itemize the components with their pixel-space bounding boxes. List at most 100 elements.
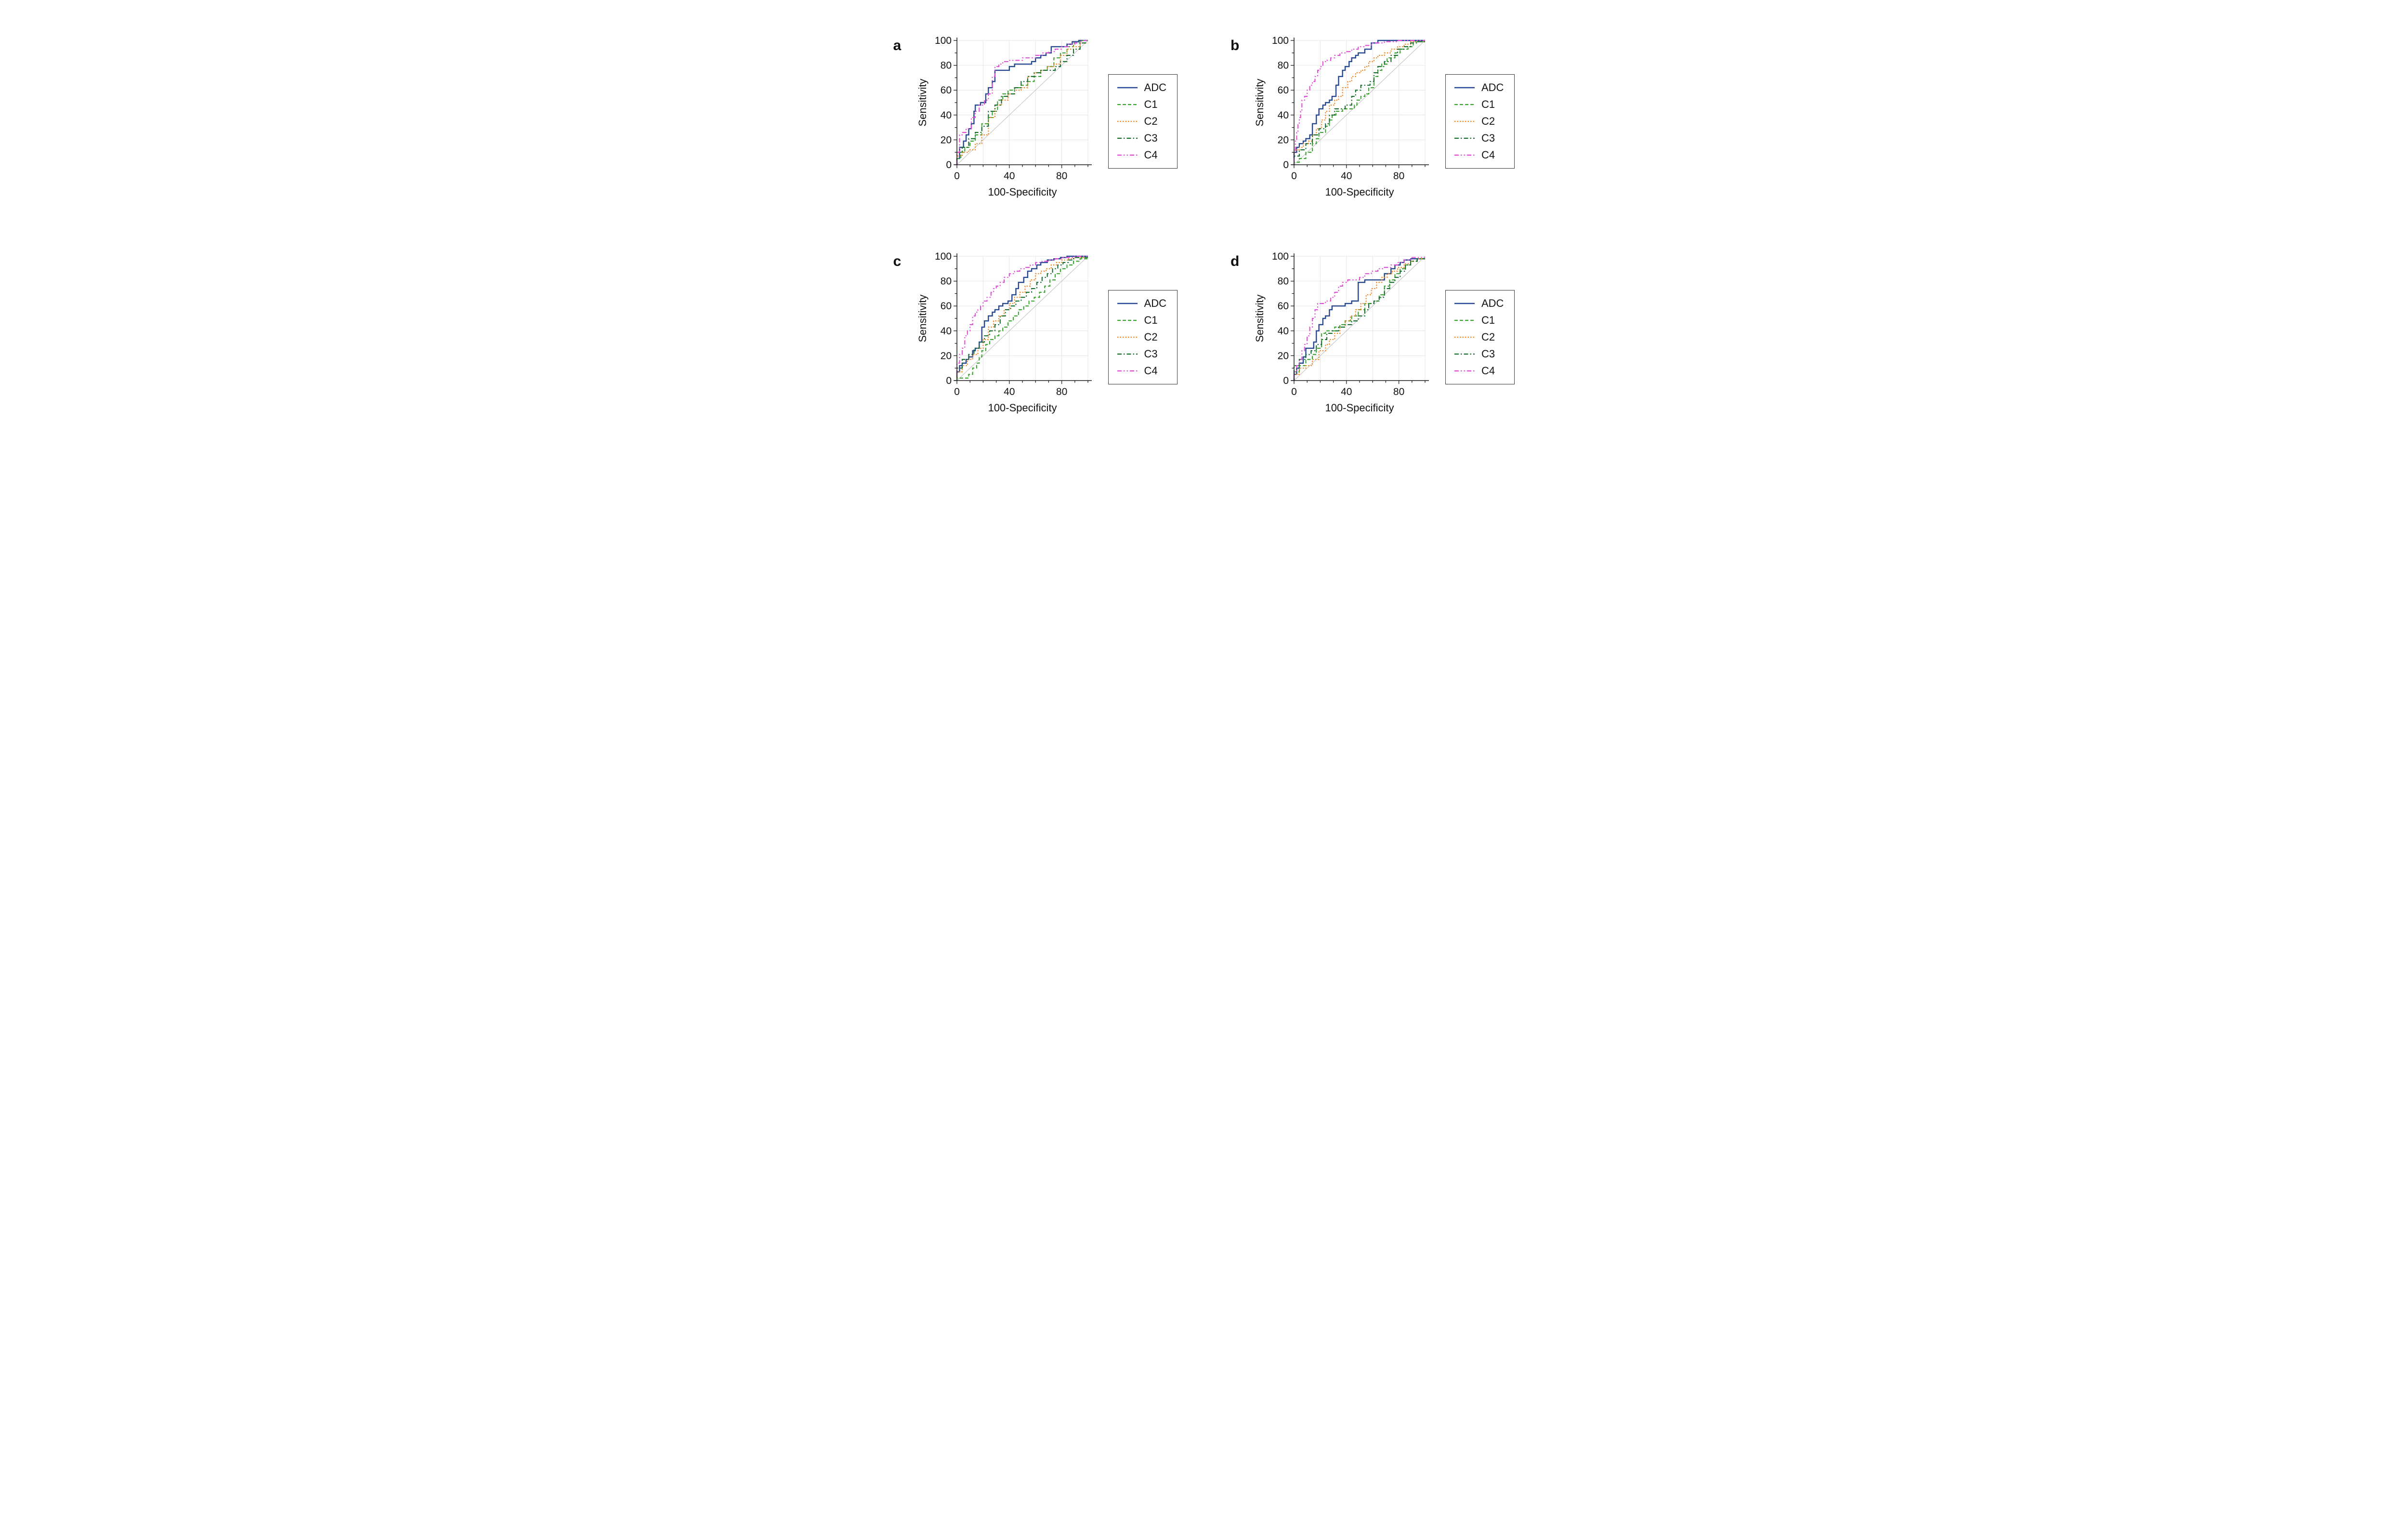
roc-curve-C4 bbox=[1293, 257, 1425, 378]
roc-curve-ADC bbox=[956, 255, 1088, 378]
y-tick-label: 80 bbox=[1278, 276, 1289, 287]
legend-line-sample-ADC bbox=[1117, 303, 1138, 304]
legend-label-C4: C4 bbox=[1481, 365, 1495, 377]
legend-label-C4: C4 bbox=[1144, 365, 1158, 377]
legend-line-sample-C4 bbox=[1454, 370, 1475, 372]
y-tick-label: 40 bbox=[1278, 326, 1289, 337]
roc-curve-C4 bbox=[956, 40, 1088, 165]
axes bbox=[953, 38, 1092, 168]
axes bbox=[1291, 253, 1429, 384]
legend-line-sample-C1 bbox=[1117, 104, 1138, 105]
x-axis-label: 100-Specificity bbox=[1325, 186, 1394, 198]
legend-line-sample-C2 bbox=[1117, 120, 1138, 122]
roc-curve-C2 bbox=[956, 42, 1088, 159]
legend-label-C4: C4 bbox=[1481, 149, 1495, 161]
legend-item-C1: C1 bbox=[1453, 314, 1504, 327]
x-tick-label: 40 bbox=[1004, 386, 1015, 397]
y-tick-label: 100 bbox=[935, 35, 952, 46]
y-tick-label: 60 bbox=[940, 301, 951, 312]
roc-curve-C2 bbox=[1293, 258, 1425, 378]
roc-curve-C4 bbox=[1293, 40, 1425, 162]
legend-line-sample-C1 bbox=[1454, 104, 1475, 105]
grid bbox=[956, 40, 1088, 165]
legend-label-C4: C4 bbox=[1144, 149, 1158, 161]
y-tick-label: 0 bbox=[946, 375, 952, 386]
legend-line-sample-C4 bbox=[1117, 154, 1138, 156]
y-tick-label: 80 bbox=[940, 276, 951, 287]
x-tick-label: 0 bbox=[1291, 386, 1297, 397]
legend-item-C2: C2 bbox=[1453, 331, 1504, 343]
legend-item-C3: C3 bbox=[1453, 348, 1504, 360]
y-tick-label: 0 bbox=[1283, 375, 1289, 386]
legend-line-sample-C3 bbox=[1117, 353, 1138, 355]
legend-item-C4: C4 bbox=[1116, 365, 1166, 377]
legend-line-sample-ADC bbox=[1454, 87, 1475, 89]
axes bbox=[1291, 38, 1429, 168]
y-axis-label: Sensitivity bbox=[1254, 294, 1266, 342]
roc-panel-a: a 0 40 80 0 20 40 60 80 100 100-Specificity Sensit… bbox=[893, 34, 1178, 201]
legend-label-C1: C1 bbox=[1481, 98, 1495, 110]
legend-line-sample-ADC bbox=[1117, 87, 1138, 89]
y-tick-label: 80 bbox=[940, 60, 951, 71]
y-axis-label: Sensitivity bbox=[1254, 79, 1266, 126]
y-tick-label: 100 bbox=[1272, 251, 1289, 262]
panel-letter-d: d bbox=[1230, 253, 1240, 269]
roc-curve-ADC bbox=[1293, 40, 1425, 159]
legend-item-ADC: ADC bbox=[1453, 81, 1504, 94]
roc-panel-c: c 0 40 80 0 20 40 60 80 100 100-Specificity Sensit… bbox=[893, 250, 1178, 417]
x-tick-label: 40 bbox=[1341, 171, 1352, 182]
x-tick-label: 80 bbox=[1393, 386, 1404, 397]
y-tick-label: 60 bbox=[1278, 85, 1289, 96]
x-tick-label: 40 bbox=[1341, 386, 1352, 397]
roc-curve-C1 bbox=[956, 258, 1088, 381]
legend-line-sample-C2 bbox=[1454, 336, 1475, 338]
axes bbox=[953, 253, 1092, 384]
legend-label-C3: C3 bbox=[1481, 348, 1495, 360]
legend-label-C3: C3 bbox=[1144, 348, 1158, 360]
legend-label-ADC: ADC bbox=[1144, 297, 1166, 309]
legend-item-C4: C4 bbox=[1453, 149, 1504, 161]
roc-chart-b: 0 40 80 0 20 40 60 80 100 100-Specificity Sensitiv… bbox=[1254, 35, 1429, 198]
x-tick-label: 80 bbox=[1056, 171, 1067, 182]
y-axis-label: Sensitivity bbox=[916, 79, 929, 126]
grid bbox=[956, 256, 1088, 381]
legend-line-sample-C3 bbox=[1454, 137, 1475, 139]
legend-line-sample-C2 bbox=[1454, 120, 1475, 122]
legend-label-C3: C3 bbox=[1144, 132, 1158, 144]
roc-panel-b: b 0 40 80 0 20 40 60 80 100 100-Specificity Sensit… bbox=[1230, 34, 1515, 201]
legend-item-C4: C4 bbox=[1453, 365, 1504, 377]
diagonal-reference-line bbox=[956, 256, 1088, 381]
y-tick-label: 20 bbox=[940, 134, 951, 145]
legend-item-C3: C3 bbox=[1116, 348, 1166, 360]
roc-curve-C1 bbox=[956, 40, 1088, 165]
roc-curve-C4 bbox=[956, 255, 1088, 375]
legend-item-C2: C2 bbox=[1453, 115, 1504, 128]
x-axis-label: 100-Specificity bbox=[988, 402, 1057, 414]
grid bbox=[1294, 256, 1426, 381]
y-tick-label: 60 bbox=[940, 85, 951, 96]
legend-item-ADC: ADC bbox=[1116, 81, 1166, 94]
diagonal-reference-line bbox=[1294, 40, 1426, 165]
roc-curve-C1 bbox=[1293, 41, 1425, 165]
legend-item-ADC: ADC bbox=[1453, 297, 1504, 310]
y-tick-label: 100 bbox=[1272, 35, 1289, 46]
x-tick-label: 0 bbox=[1291, 171, 1297, 182]
diagonal-reference-line bbox=[956, 40, 1088, 165]
legend-label-C1: C1 bbox=[1144, 98, 1158, 110]
roc-curve-ADC bbox=[956, 40, 1088, 165]
legend-item-C1: C1 bbox=[1453, 98, 1504, 111]
y-tick-label: 20 bbox=[940, 350, 951, 361]
legend-label-C3: C3 bbox=[1481, 132, 1495, 144]
legend-line-sample-C3 bbox=[1454, 353, 1475, 355]
legend-a: ADC C1 C2 C3 C4 bbox=[1108, 74, 1178, 169]
x-tick-label: 0 bbox=[954, 171, 960, 182]
y-tick-label: 60 bbox=[1278, 301, 1289, 312]
legend-label-C2: C2 bbox=[1144, 331, 1158, 343]
legend-line-sample-C2 bbox=[1117, 336, 1138, 338]
y-tick-label: 100 bbox=[935, 251, 952, 262]
legend-c: ADC C1 C2 C3 C4 bbox=[1108, 290, 1178, 384]
legend-label-C1: C1 bbox=[1481, 314, 1495, 326]
legend-item-C2: C2 bbox=[1116, 331, 1166, 343]
x-tick-label: 0 bbox=[954, 386, 960, 397]
legend-line-sample-C4 bbox=[1454, 154, 1475, 156]
